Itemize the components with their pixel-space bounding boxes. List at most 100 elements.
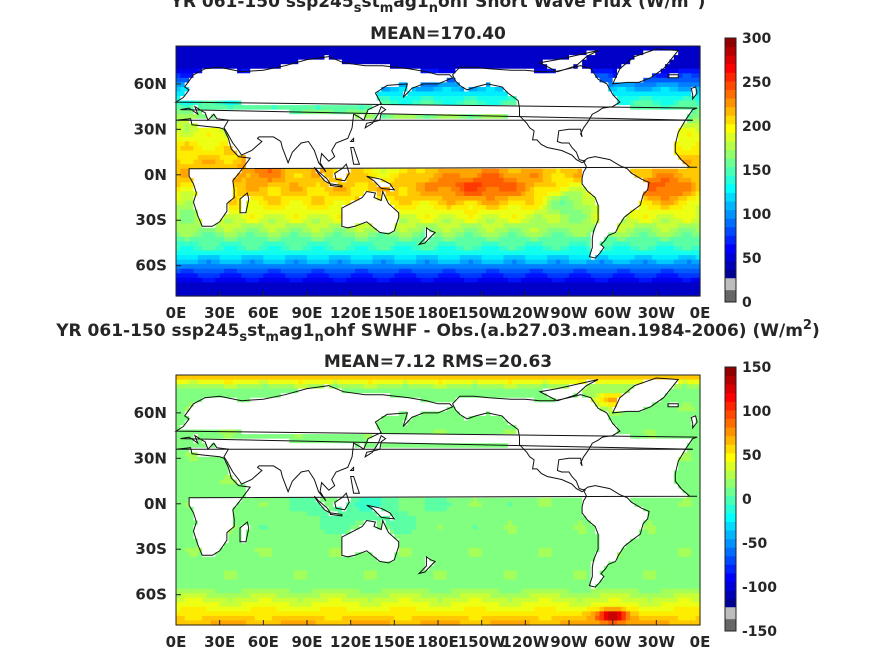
heatmap-cell [320,286,326,293]
heatmap-cell [359,205,365,211]
heatmap-cell [184,186,190,193]
heatmap-cell [398,196,404,202]
heatmap-cell [459,223,465,229]
heatmap-cell [416,96,422,102]
heatmap-cell [250,146,256,152]
heatmap-cell [468,114,474,120]
heatmap-cell [280,223,286,229]
heatmap-cell [272,141,278,147]
heatmap-cell [520,246,526,252]
heatmap-cell [341,182,347,188]
heatmap-cell [416,77,422,83]
heatmap-cell [324,232,330,238]
heatmap-cell [490,250,496,256]
heatmap-cell [442,218,448,224]
heatmap-cell [324,218,330,224]
heatmap-cell [206,255,212,261]
heatmap-cell [293,82,299,88]
heatmap-cell [210,109,216,115]
heatmap-cell [324,64,330,70]
heatmap-cell [267,82,273,88]
heatmap-cell [416,136,422,143]
heatmap-cell [411,141,417,147]
heatmap-cell [555,114,561,120]
heatmap-cell [293,227,299,233]
heatmap-cell [499,232,505,238]
heatmap-cell [481,150,487,156]
heatmap-cell [472,196,478,202]
heatmap-cell [202,186,208,193]
heatmap-cell [499,50,505,56]
heatmap-cell [197,59,203,65]
heatmap-cell [254,241,260,247]
heatmap-cell [219,259,225,265]
heatmap-cell [337,268,343,274]
heatmap-cell [424,118,430,124]
heatmap-cell [293,177,299,183]
heatmap-cell [333,246,339,252]
heatmap-cell [503,218,509,224]
heatmap-cell [355,177,360,183]
heatmap-cell [311,182,317,188]
heatmap-cell [560,191,566,197]
heatmap-cell [359,259,365,265]
heatmap-cell [250,186,256,193]
heatmap-cell [389,150,395,156]
heatmap-cell [555,168,561,174]
heatmap-cell [499,273,505,279]
heatmap-cell [176,255,181,261]
heatmap-cell [276,209,282,215]
heatmap-cell [333,227,339,233]
heatmap-cell [516,196,522,202]
heatmap-cell [324,141,330,147]
heatmap-cell [224,173,229,179]
heatmap-cell [324,114,330,120]
heatmap-cell [472,127,478,133]
heatmap-cell [263,182,269,188]
heatmap-cell [341,73,347,79]
heatmap-cell [206,96,212,102]
heatmap-cell [250,177,256,183]
heatmap-cell [302,146,308,152]
heatmap-cell [285,77,291,83]
heatmap-cell [176,109,181,115]
heatmap-cell [442,82,448,88]
heatmap-cell [490,141,496,147]
heatmap-cell [219,91,225,97]
heatmap-cell [499,291,505,297]
heatmap-cell [420,96,426,102]
heatmap-cell [525,91,531,97]
heatmap-cell [363,82,369,88]
heatmap-cell [276,186,282,193]
panel1-heatmap-field [176,46,701,297]
heatmap-cell [551,286,557,293]
heatmap-cell [245,55,251,61]
heatmap-cell [507,55,513,61]
heatmap-cell [193,214,199,220]
heatmap-cell [520,173,526,179]
heatmap-cell [468,246,474,252]
heatmap-cell [481,264,487,270]
heatmap-cell [499,127,505,133]
heatmap-cell [298,159,304,165]
heatmap-cell [315,200,321,206]
heatmap-cell [180,232,186,238]
heatmap-cell [307,223,312,229]
heatmap-cell [180,132,186,138]
heatmap-cell [534,59,540,65]
heatmap-cell [258,141,264,147]
heatmap-cell [324,118,330,124]
heatmap-cell [346,205,352,211]
heatmap-cell [311,164,317,170]
heatmap-cell [516,236,522,243]
heatmap-cell [516,132,522,138]
heatmap-cell [477,255,483,261]
heatmap-cell [293,118,299,124]
heatmap-cell [363,164,369,170]
heatmap-cell [228,268,234,274]
heatmap-cell [503,109,509,115]
heatmap-cell [245,223,251,229]
heatmap-cell [411,273,417,279]
heatmap-cell [289,214,295,220]
heatmap-cell [424,141,430,147]
